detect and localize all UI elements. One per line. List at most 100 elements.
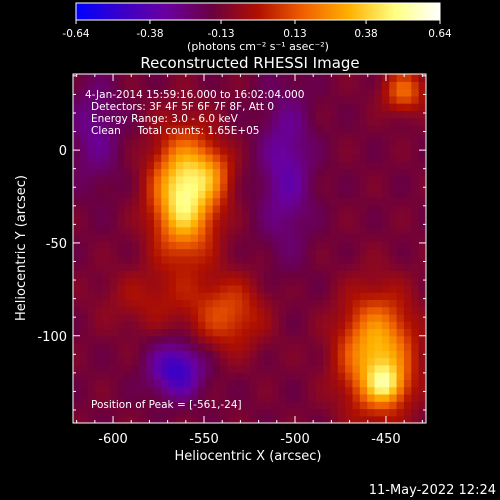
heatmap-cell (352, 321, 361, 330)
heatmap-cell (337, 393, 346, 402)
heatmap-cell (315, 197, 324, 206)
heatmap-cell (220, 117, 229, 126)
heatmap-cell (80, 372, 89, 380)
heatmap-cell (87, 103, 96, 111)
heatmap-cell (183, 233, 192, 242)
heatmap-cell (153, 270, 162, 279)
heatmap-cell (212, 103, 221, 111)
heatmap-cell (161, 103, 170, 111)
heatmap-cell (411, 139, 420, 148)
heatmap-cell (109, 379, 118, 388)
heatmap-cell (330, 124, 339, 133)
heatmap-cell (271, 284, 280, 293)
heatmap-cell (168, 81, 177, 90)
heatmap-cell (80, 306, 89, 315)
heatmap-cell (227, 415, 236, 423)
heatmap-cell (264, 219, 273, 228)
heatmap-cell (205, 299, 214, 308)
heatmap-cell (234, 103, 243, 111)
heatmap-cell (146, 284, 155, 293)
heatmap-cell (109, 321, 118, 330)
heatmap-cell (175, 183, 184, 191)
heatmap-cell (256, 132, 265, 141)
heatmap-cell (117, 219, 126, 228)
heatmap-cell (87, 117, 96, 126)
heatmap-cell (212, 124, 221, 133)
heatmap-cell (293, 299, 302, 308)
heatmap-cell (411, 386, 420, 395)
heatmap-cell (183, 95, 192, 104)
heatmap-cell (153, 343, 162, 351)
heatmap-cell (168, 328, 177, 337)
heatmap-cell (330, 408, 339, 417)
x-tick-label: -450 (371, 432, 401, 447)
heatmap-cell (198, 146, 206, 155)
heatmap-cell (345, 95, 354, 104)
heatmap-cell (374, 379, 383, 388)
heatmap-cell (249, 139, 258, 148)
heatmap-cell (249, 270, 258, 279)
heatmap-cell (220, 270, 229, 279)
heatmap-cell (308, 103, 317, 111)
heatmap-cell (102, 81, 111, 90)
heatmap-cell (389, 197, 398, 206)
heatmap-cell (102, 270, 111, 279)
heatmap-cell (109, 95, 118, 104)
heatmap-cell (396, 415, 405, 423)
heatmap-cell (271, 139, 280, 148)
heatmap-cell (205, 226, 214, 235)
heatmap-cell (249, 335, 258, 344)
heatmap-cell (161, 386, 170, 395)
heatmap-cell (205, 110, 214, 119)
heatmap-cell (315, 168, 324, 177)
heatmap-cell (293, 175, 302, 184)
heatmap-cell (146, 183, 155, 191)
heatmap-cell (396, 255, 405, 264)
heatmap-cell (381, 343, 390, 351)
heatmap-cell (102, 241, 111, 250)
heatmap-cell (139, 372, 148, 380)
heatmap-cell (234, 204, 243, 213)
heatmap-cell (168, 95, 177, 104)
heatmap-cell (359, 335, 368, 344)
heatmap-cell (242, 306, 251, 315)
heatmap-cell (139, 386, 148, 395)
heatmap-cell (411, 393, 420, 402)
heatmap-cell (374, 284, 383, 293)
heatmap-cell (234, 95, 243, 104)
heatmap-cell (418, 379, 426, 388)
heatmap-cell (212, 190, 221, 199)
heatmap-cell (205, 321, 214, 330)
heatmap-cell (80, 175, 89, 184)
heatmap-cell (403, 248, 412, 257)
heatmap-cell (95, 168, 104, 177)
heatmap-cell (109, 415, 118, 423)
heatmap-cell (161, 175, 170, 184)
heatmap-cell (381, 408, 390, 417)
heatmap-cell (87, 306, 96, 315)
heatmap-cell (220, 306, 229, 315)
heatmap-cell (124, 335, 133, 344)
heatmap-cell (418, 219, 426, 228)
heatmap-cell (190, 335, 199, 344)
y-tick-label: -50 (46, 237, 67, 252)
heatmap-cell (323, 393, 331, 402)
heatmap-cell (168, 343, 177, 351)
heatmap-cell (345, 117, 354, 126)
heatmap-cell (249, 226, 258, 235)
heatmap-cell (175, 343, 184, 351)
heatmap-cell (153, 190, 162, 199)
heatmap-cell (330, 226, 339, 235)
heatmap-cell (256, 372, 265, 380)
heatmap-cell (161, 364, 170, 373)
heatmap-cell (278, 263, 287, 271)
heatmap-cell (131, 88, 140, 97)
heatmap-cell (124, 401, 133, 410)
heatmap-cell (161, 139, 170, 148)
heatmap-cell (175, 81, 184, 90)
heatmap-cell (124, 393, 133, 402)
heatmap-cell (323, 95, 331, 104)
heatmap-cell (227, 364, 236, 373)
heatmap-cell (337, 328, 346, 337)
heatmap-cell (227, 212, 236, 221)
